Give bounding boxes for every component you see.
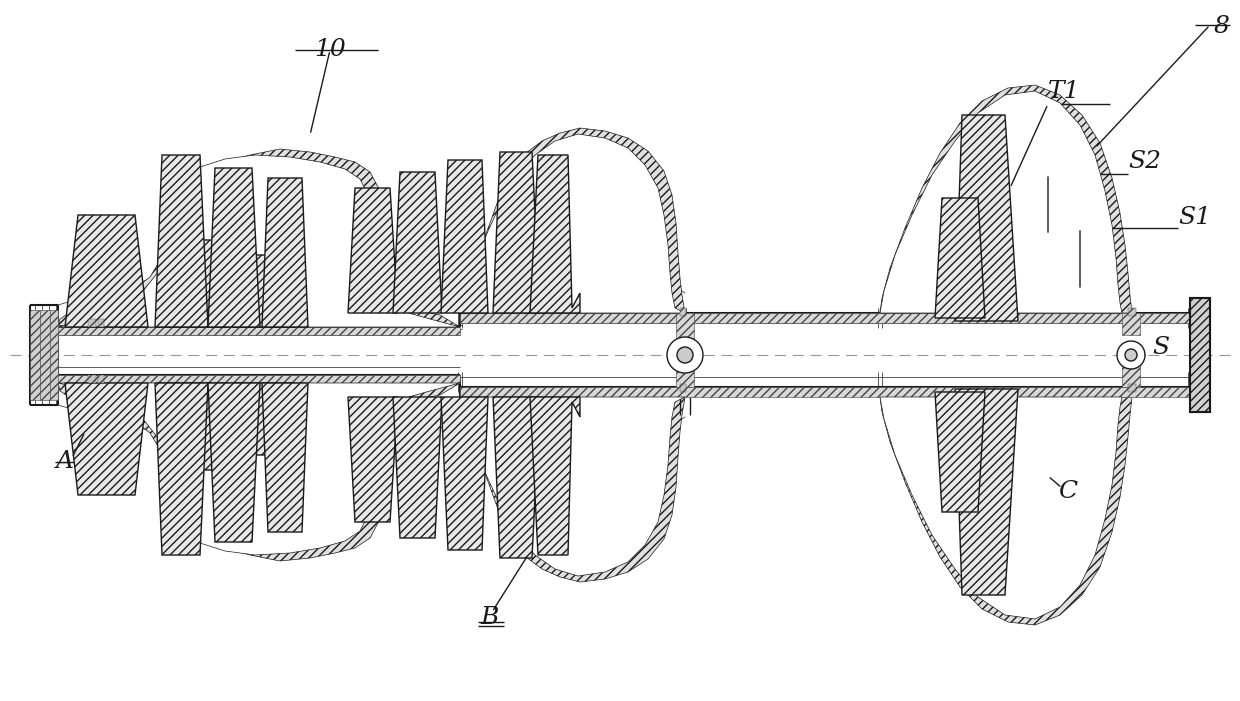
Polygon shape	[460, 134, 684, 313]
Bar	[1128, 384, 1136, 392]
Text: A: A	[56, 451, 74, 473]
Polygon shape	[58, 383, 460, 555]
Polygon shape	[58, 149, 460, 327]
Text: S1: S1	[1178, 207, 1211, 229]
Text: 10: 10	[314, 38, 346, 61]
Bar	[55, 327, 460, 335]
Polygon shape	[348, 397, 398, 522]
Polygon shape	[157, 383, 228, 470]
Polygon shape	[460, 397, 684, 576]
Polygon shape	[58, 155, 460, 327]
Polygon shape	[880, 85, 1132, 313]
Circle shape	[667, 337, 703, 373]
Polygon shape	[58, 383, 460, 561]
Polygon shape	[155, 383, 208, 555]
Text: B: B	[481, 606, 500, 629]
Polygon shape	[880, 397, 1132, 625]
Polygon shape	[393, 172, 441, 313]
Bar	[98, 319, 104, 327]
Polygon shape	[262, 383, 308, 532]
Bar	[676, 359, 694, 387]
Bar	[1190, 298, 1210, 412]
Polygon shape	[64, 215, 148, 327]
Polygon shape	[208, 168, 260, 327]
Bar	[1122, 365, 1140, 387]
Bar	[50, 310, 58, 400]
Bar	[30, 310, 40, 400]
Circle shape	[1117, 341, 1145, 369]
Text: S: S	[1152, 336, 1169, 360]
Polygon shape	[955, 389, 1018, 595]
Bar	[1128, 308, 1136, 316]
Bar	[98, 375, 104, 383]
Bar	[55, 375, 460, 383]
Bar	[88, 375, 95, 383]
Bar	[680, 384, 686, 392]
Polygon shape	[348, 188, 398, 313]
Polygon shape	[935, 198, 985, 318]
Polygon shape	[529, 397, 580, 555]
Text: C: C	[1059, 480, 1078, 503]
Bar	[40, 310, 50, 400]
Polygon shape	[494, 152, 539, 313]
Polygon shape	[529, 155, 580, 313]
Bar	[680, 308, 686, 316]
Polygon shape	[494, 397, 539, 558]
Bar	[1122, 313, 1140, 335]
Polygon shape	[233, 255, 295, 327]
Text: S2: S2	[1128, 151, 1161, 174]
Polygon shape	[880, 397, 1122, 619]
Polygon shape	[262, 178, 308, 327]
Bar	[460, 387, 1190, 397]
Text: 8: 8	[1214, 15, 1230, 38]
Polygon shape	[935, 392, 985, 512]
Polygon shape	[208, 383, 260, 542]
Circle shape	[1125, 349, 1137, 361]
Polygon shape	[460, 397, 684, 582]
Polygon shape	[155, 155, 208, 327]
Polygon shape	[460, 128, 684, 313]
Polygon shape	[880, 91, 1122, 313]
Bar	[460, 313, 1190, 323]
Polygon shape	[441, 397, 489, 550]
Polygon shape	[233, 383, 295, 455]
Bar	[676, 313, 694, 341]
Polygon shape	[157, 240, 228, 327]
Bar	[88, 319, 95, 327]
Polygon shape	[393, 397, 441, 538]
Text: T1: T1	[1048, 81, 1080, 104]
Polygon shape	[955, 115, 1018, 321]
Polygon shape	[441, 160, 489, 313]
Circle shape	[677, 347, 693, 363]
Polygon shape	[64, 383, 148, 495]
